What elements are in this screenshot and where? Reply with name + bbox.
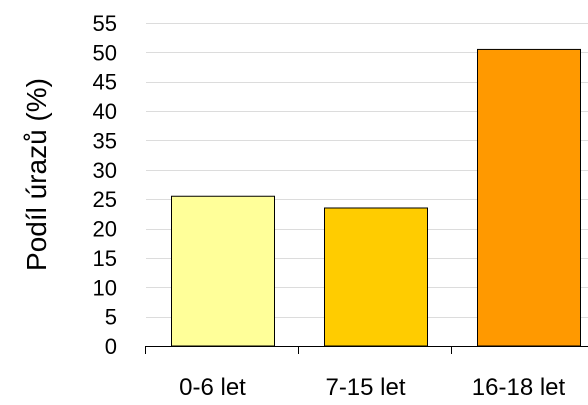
y-tick-label: 55 [93, 11, 117, 36]
y-tick-label: 30 [93, 158, 117, 183]
axes [145, 346, 588, 354]
y-tick-label: 10 [93, 275, 117, 300]
y-tick-label: 40 [93, 99, 117, 124]
y-axis-title: Podíl úrazů (%) [21, 78, 52, 271]
x-tick-labels: 0-6 let 7-15 let 16-18 let [179, 374, 565, 401]
x-tick-label: 16-18 let [472, 374, 566, 401]
bars [171, 48, 581, 347]
bar-16-18-let [477, 48, 581, 347]
y-tick-label: 5 [105, 305, 117, 330]
x-tick-label: 7-15 let [325, 374, 405, 401]
y-tick-label: 20 [93, 217, 117, 242]
y-tick-labels: 0 5 10 15 20 25 30 35 40 45 50 55 [93, 11, 117, 359]
y-tick-label: 0 [105, 334, 117, 359]
y-tick-label: 50 [93, 40, 117, 65]
x-tick-label: 0-6 let [179, 374, 246, 401]
y-tick-label: 45 [93, 70, 117, 95]
y-tick-label: 15 [93, 246, 117, 271]
bar-0-6-let [171, 195, 275, 347]
y-tick-label: 25 [93, 187, 117, 212]
bar-7-15-let [324, 207, 428, 347]
y-tick-label: 35 [93, 128, 117, 153]
